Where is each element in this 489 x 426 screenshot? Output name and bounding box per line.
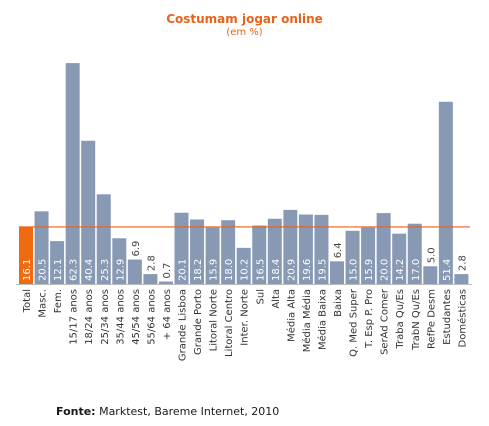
data-label-22: 15.9 — [364, 259, 375, 281]
data-label-21: 15.0 — [349, 259, 360, 281]
category-label-26: RefPe Desm — [426, 289, 437, 349]
category-label-23: SerAd Comer — [380, 288, 391, 355]
data-label-13: 18.0 — [224, 259, 235, 281]
bar-16 — [267, 218, 282, 284]
category-label-27: Estudantes — [442, 289, 453, 345]
category-label-12: Litoral Norte — [209, 289, 220, 351]
category-label-1: Masc. — [38, 289, 49, 318]
category-label-19: Média Baixa — [316, 289, 328, 350]
data-label-8: 2.8 — [146, 255, 157, 271]
data-label-19: 19.5 — [317, 259, 328, 281]
data-label-2: 12.1 — [53, 259, 64, 281]
bar-8 — [143, 274, 158, 284]
data-label-6: 12.9 — [115, 259, 126, 281]
bar-1 — [34, 211, 49, 284]
data-label-20: 6.4 — [333, 242, 344, 258]
data-label-7: 6.9 — [131, 241, 142, 257]
source-note: Fonte: Marktest, Bareme Internet, 2010 — [56, 405, 279, 418]
category-label-8: 55/64 anos — [146, 289, 157, 345]
category-label-15: Sul — [255, 289, 266, 304]
data-label-10: 20.1 — [178, 259, 189, 281]
bar-20 — [330, 261, 344, 284]
bar-4 — [81, 140, 96, 284]
category-label-21: Q. Med Super — [349, 288, 360, 357]
data-label-23: 20.0 — [380, 259, 391, 281]
bar-9 — [158, 281, 173, 284]
category-label-14: Inter. Norte — [240, 289, 251, 346]
bar-25 — [407, 223, 422, 284]
source-text: Marktest, Bareme Internet, 2010 — [99, 405, 280, 418]
data-label-1: 20.5 — [38, 259, 49, 281]
bar-7 — [127, 259, 142, 284]
chart-title: Costumam jogar online — [166, 12, 323, 26]
category-label-2: Fem. — [53, 289, 64, 313]
data-label-11: 18.2 — [193, 259, 204, 281]
data-label-27: 51.4 — [442, 259, 453, 281]
data-label-16: 18.4 — [271, 259, 282, 281]
category-label-9: + 64 anos — [162, 289, 173, 340]
category-label-22: T. Esp P. Pro — [364, 289, 375, 349]
bar-15 — [252, 225, 267, 284]
source-label: Fonte: — [56, 405, 96, 418]
bar-17 — [283, 209, 298, 284]
category-label-28: Domésticas — [456, 289, 468, 347]
bar-21 — [345, 230, 360, 284]
bar-0 — [19, 226, 33, 284]
category-label-18: Média Média — [301, 289, 313, 352]
category-label-10: Grande Lisboa — [178, 289, 189, 361]
data-label-24: 14.2 — [395, 259, 406, 281]
data-label-9: 0.7 — [162, 263, 173, 279]
category-label-24: Traba Qu/Es — [395, 289, 406, 350]
category-label-7: 45/54 anos — [131, 289, 142, 345]
bar-5 — [96, 194, 111, 284]
category-label-17: Média Alta — [285, 289, 297, 342]
data-label-3: 62.3 — [69, 259, 80, 281]
data-label-14: 10.2 — [240, 259, 251, 281]
category-label-20: Baixa — [333, 289, 344, 317]
data-label-15: 16.5 — [255, 259, 266, 281]
chart-subtitle: (em %) — [226, 27, 263, 38]
category-label-0: Total — [22, 289, 33, 313]
bar-12 — [205, 227, 220, 284]
category-label-25: TrabN Qu/Es — [411, 289, 422, 351]
bar-28 — [454, 274, 469, 284]
data-label-25: 17.0 — [411, 259, 422, 281]
bar-27 — [438, 101, 453, 284]
bar-24 — [392, 233, 407, 284]
category-label-4: 18/24 anos — [84, 289, 95, 345]
bar-11 — [190, 219, 205, 284]
data-label-4: 40.4 — [84, 259, 95, 281]
data-label-18: 19.6 — [302, 259, 313, 281]
bar-22 — [361, 227, 376, 284]
data-label-17: 20.9 — [286, 259, 297, 281]
category-label-13: Litoral Centro — [224, 289, 235, 357]
bar-chart: 16.1 Total 20.5 Masc. 12.1 Fem. 62.3 15/17 anos… — [16, 63, 472, 361]
category-label-11: Grande Porto — [193, 289, 204, 355]
bar-10 — [174, 212, 189, 284]
bar-6 — [112, 238, 127, 284]
bar-13 — [221, 220, 236, 284]
bar-18 — [298, 214, 313, 284]
bar-2 — [50, 241, 65, 284]
data-label-5: 25.3 — [100, 259, 111, 281]
category-label-16: Alta — [271, 289, 282, 309]
category-label-5: 25/34 anos — [100, 289, 111, 345]
data-label-12: 15.9 — [209, 259, 220, 281]
bar-14 — [236, 247, 251, 284]
data-label-26: 5.0 — [426, 247, 437, 263]
category-label-3: 15/17 anos — [69, 289, 80, 345]
bar-19 — [314, 214, 329, 284]
data-label-28: 2.8 — [457, 255, 468, 271]
bar-3 — [65, 63, 80, 285]
data-label-0: 16.1 — [22, 259, 33, 281]
category-label-6: 35/44 anos — [115, 289, 126, 345]
bar-23 — [376, 213, 391, 284]
bar-26 — [423, 266, 438, 284]
